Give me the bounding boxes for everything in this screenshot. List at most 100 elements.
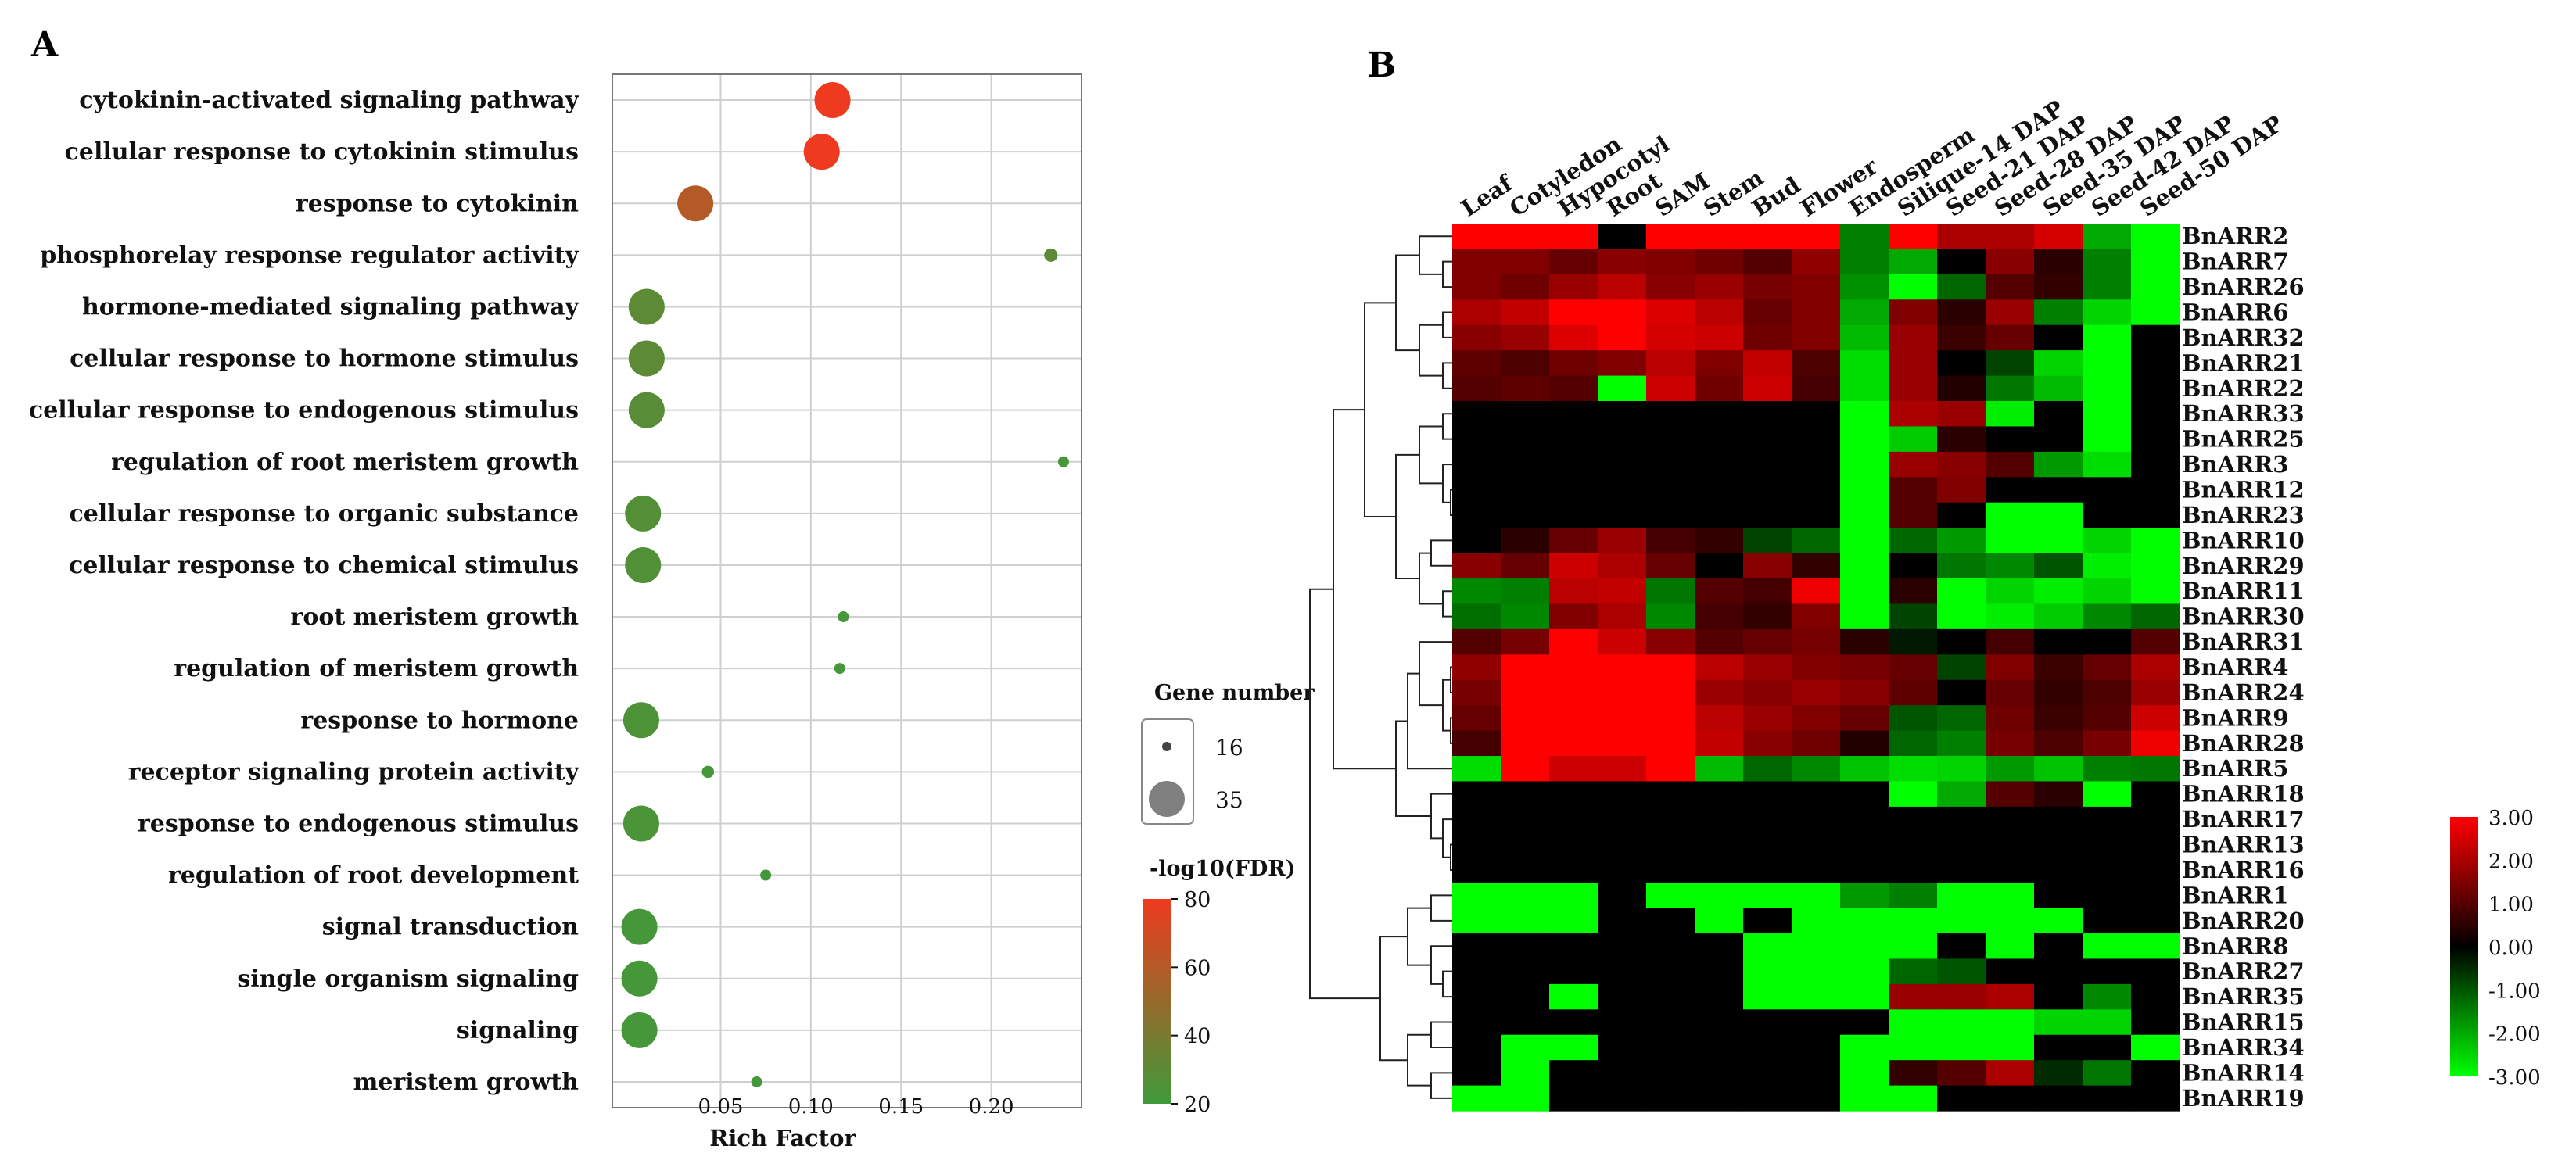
heatmap-cell — [1792, 654, 1841, 681]
heatmap-cell — [1695, 477, 1744, 503]
bubble — [622, 805, 659, 842]
heatmap-cell — [1889, 299, 1938, 326]
heatmap-cell — [2034, 857, 2083, 883]
heatmap-cell — [1695, 375, 1744, 402]
heatmap-cell — [2083, 654, 2132, 681]
heatmap-cell — [1840, 730, 1889, 757]
heatmap-cell — [1501, 705, 1550, 732]
heatmap-cell — [1646, 628, 1695, 655]
heatmap-cell — [1598, 983, 1647, 1010]
heatmap-cell — [1986, 654, 2035, 681]
heatmap-cell — [1549, 553, 1598, 579]
heatmap-cell — [1598, 832, 1647, 858]
heatmap-cell — [1598, 958, 1647, 985]
heatmap-cell — [1792, 451, 1841, 478]
heatmap-cell — [1937, 299, 1986, 326]
heatmap-cell — [1646, 324, 1695, 351]
heatmap-cell — [2131, 883, 2180, 909]
heatmap-cell — [1986, 603, 2035, 630]
heatmap-cell — [2083, 908, 2132, 934]
heatmap-cell — [1792, 983, 1841, 1010]
heatmap-cell — [1840, 224, 1889, 250]
heatmap-cell — [1646, 528, 1695, 554]
heatmap-cell — [1743, 553, 1792, 579]
heatmap-cell — [1501, 375, 1550, 402]
bubble — [677, 185, 714, 222]
heatmap-cell — [2131, 781, 2180, 808]
heatmap-cell — [1549, 1085, 1598, 1112]
heatmap-cell — [1792, 730, 1841, 757]
heatmap-cell — [1646, 375, 1695, 402]
dendrogram-branch — [1364, 302, 1396, 517]
heatmap-cell — [1792, 426, 1841, 453]
heatmap-cell — [1792, 299, 1841, 326]
heatmap-cell — [1937, 756, 1986, 782]
heatmap-cell — [1646, 578, 1695, 605]
heatmap-cell — [2034, 375, 2083, 402]
heatmap-cell — [1452, 451, 1501, 478]
heatmap-cell — [1743, 1034, 1792, 1061]
heatmap-cell — [2083, 1060, 2132, 1087]
heatmap-cell — [1792, 553, 1841, 579]
heatmap-cell — [1986, 299, 2035, 326]
heatmap-cell — [1792, 832, 1841, 858]
color-bar-tick-label: 0.00 — [2488, 936, 2534, 960]
heatmap-cell — [1889, 705, 1938, 732]
heatmap-cell — [2131, 933, 2180, 960]
heatmap-cell — [2034, 730, 2083, 757]
gene-label: BnARR27 — [2182, 958, 2305, 985]
heatmap-cell — [1598, 883, 1647, 909]
heatmap-cell — [1840, 983, 1889, 1010]
term-label: meristem growth — [353, 1069, 579, 1096]
heatmap-cell — [1501, 299, 1550, 326]
term-label: response to endogenous stimulus — [138, 810, 579, 837]
heatmap-cell — [1840, 274, 1889, 300]
heatmap-cell — [1986, 451, 2035, 478]
heatmap-cell — [1889, 781, 1938, 808]
heatmap-cell — [1792, 883, 1841, 909]
heatmap-cell — [2034, 1009, 2083, 1036]
bubble — [834, 663, 845, 675]
heatmap-cell — [1452, 756, 1501, 782]
heatmap-cell — [1646, 350, 1695, 377]
heatmap-cell — [1889, 730, 1938, 757]
heatmap-cell — [1501, 1034, 1550, 1061]
heatmap-cell — [1937, 1034, 1986, 1061]
term-label: cytokinin-activated signaling pathway — [79, 87, 579, 114]
heatmap-cell — [1889, 603, 1938, 630]
heatmap-cell — [1452, 477, 1501, 503]
heatmap-cell — [1598, 224, 1647, 250]
color-legend-tick-label: 20 — [1184, 1093, 1211, 1117]
dendrogram-branch — [1407, 907, 1431, 966]
heatmap-cell — [1598, 1085, 1647, 1112]
heatmap-cell — [1598, 324, 1647, 351]
heatmap-cell — [1889, 654, 1938, 681]
heatmap-cell — [1549, 679, 1598, 706]
heatmap-cell — [1549, 958, 1598, 985]
heatmap-cell — [1695, 578, 1744, 605]
heatmap-cell — [1695, 883, 1744, 909]
heatmap-cell — [1646, 806, 1695, 833]
heatmap-cell — [1598, 502, 1647, 528]
heatmap-cell — [1695, 857, 1744, 883]
tissue-label: SAM — [1650, 167, 1714, 222]
heatmap-cell — [1452, 1034, 1501, 1061]
heatmap-cell — [2034, 553, 2083, 579]
heatmap-cell — [2083, 553, 2132, 579]
heatmap-cell — [2131, 705, 2180, 732]
heatmap-cell — [2083, 628, 2132, 655]
term-label: single organism signaling — [237, 965, 579, 993]
heatmap-cell — [1501, 1085, 1550, 1112]
gene-label: BnARR9 — [2182, 704, 2288, 731]
heatmap-cell — [1889, 502, 1938, 528]
gene-label: BnARR4 — [2182, 654, 2288, 681]
heatmap-cell — [1743, 451, 1792, 478]
gene-label: BnARR17 — [2182, 806, 2305, 833]
gene-label: BnARR2 — [2182, 223, 2288, 249]
heatmap-cell — [1889, 679, 1938, 706]
term-label: cellular response to chemical stimulus — [69, 552, 579, 579]
heatmap-cell — [1695, 806, 1744, 833]
color-bar-tick-label: -2.00 — [2488, 1023, 2541, 1047]
heatmap-cell — [1549, 1060, 1598, 1087]
bubble — [803, 134, 840, 170]
